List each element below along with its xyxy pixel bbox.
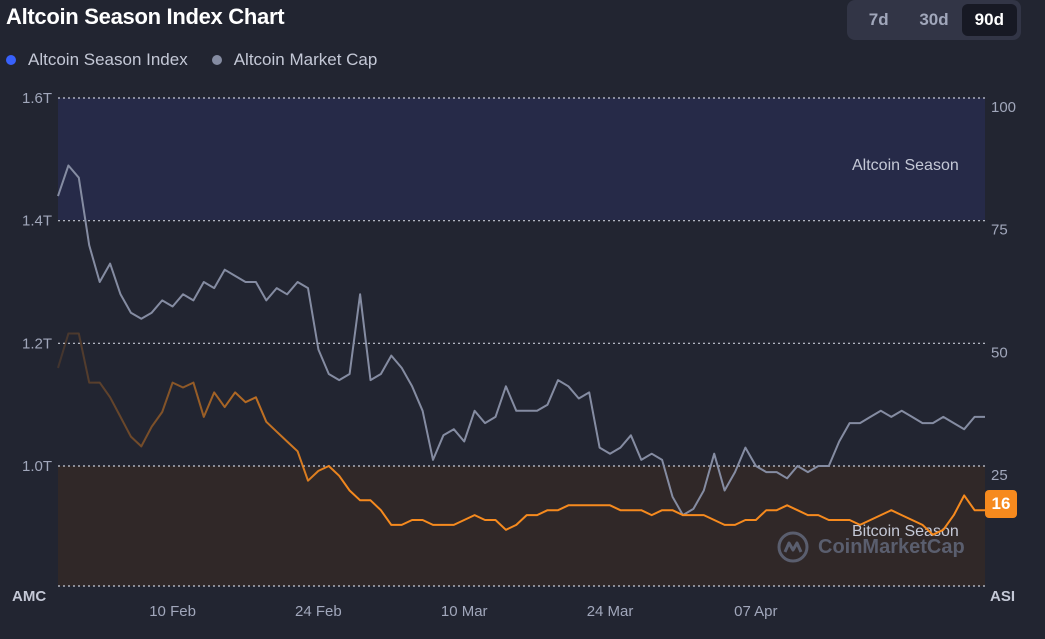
x-tick-label: 24 Feb — [295, 603, 342, 620]
legend-item-altcoin-market-cap[interactable]: Altcoin Market Cap — [211, 50, 378, 70]
right-tick-label: 100 — [991, 99, 1016, 116]
x-tick-label: 10 Mar — [441, 603, 488, 620]
altcoin-season-zone — [58, 98, 985, 220]
legend-item-altcoin-season-index[interactable]: Altcoin Season Index — [6, 50, 188, 70]
bitcoin-season-label: Bitcoin Season — [852, 523, 959, 540]
x-tick-label: 24 Mar — [587, 603, 634, 620]
legend-dot-amc — [211, 55, 222, 65]
page-title: Altcoin Season Index Chart — [6, 4, 285, 29]
right-tick-label: 50 — [991, 344, 1008, 361]
legend-dot-asi — [6, 55, 16, 65]
current-value-badge: 16 — [985, 490, 1017, 518]
bitcoin-season-zone — [58, 466, 985, 586]
left-tick-label: 1.4T — [22, 213, 52, 230]
chart-legend: Altcoin Season Index Altcoin Market Cap — [6, 50, 401, 70]
series-line-altcoin-market-cap — [57, 164, 985, 517]
left-tick-label: 1.0T — [22, 458, 52, 475]
range-7d-button[interactable]: 7d — [868, 10, 889, 29]
coinmarketcap-watermark: CoinMarketCap — [776, 530, 965, 564]
right-axis-label: ASI — [990, 588, 1015, 605]
right-axis: 100 75 50 25 — [991, 99, 1016, 484]
x-axis: 10 Feb 24 Feb 10 Mar 24 Mar 07 Apr — [149, 603, 777, 620]
x-tick-label: 07 Apr — [734, 603, 777, 620]
legend-label-asi: Altcoin Season Index — [28, 50, 188, 69]
series-lines — [57, 164, 985, 536]
left-tick-label: 1.6T — [22, 90, 52, 107]
range-90d-button[interactable]: 90d — [961, 4, 1017, 36]
left-tick-label: 1.2T — [22, 335, 52, 352]
right-tick-label: 75 — [991, 222, 1008, 239]
altcoin-season-label: Altcoin Season — [852, 157, 959, 174]
legend-label-amc: Altcoin Market Cap — [233, 50, 378, 69]
range-30d-button[interactable]: 30d — [919, 10, 949, 29]
series-line-altcoin-season-index — [57, 332, 985, 536]
left-axis-label: AMC — [12, 588, 46, 605]
right-tick-label: 25 — [991, 467, 1008, 484]
left-axis: 1.6T 1.4T 1.2T 1.0T — [22, 90, 52, 475]
coinmarketcap-logo-icon — [777, 531, 809, 563]
x-tick-label: 10 Feb — [149, 603, 196, 620]
time-range-selector: 7d 30d 90d — [847, 0, 1021, 40]
